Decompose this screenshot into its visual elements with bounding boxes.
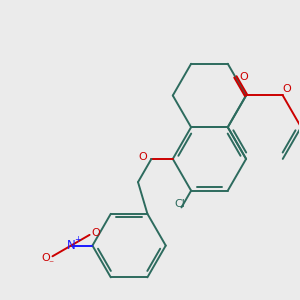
Text: ⁻: ⁻ [49,260,54,270]
Text: O: O [42,253,50,263]
Text: O: O [139,152,147,162]
Text: O: O [283,84,292,94]
Text: O: O [239,72,248,82]
Text: N: N [67,239,75,252]
Text: Cl: Cl [175,199,185,209]
Text: O: O [91,228,100,239]
Text: +: + [74,235,81,244]
